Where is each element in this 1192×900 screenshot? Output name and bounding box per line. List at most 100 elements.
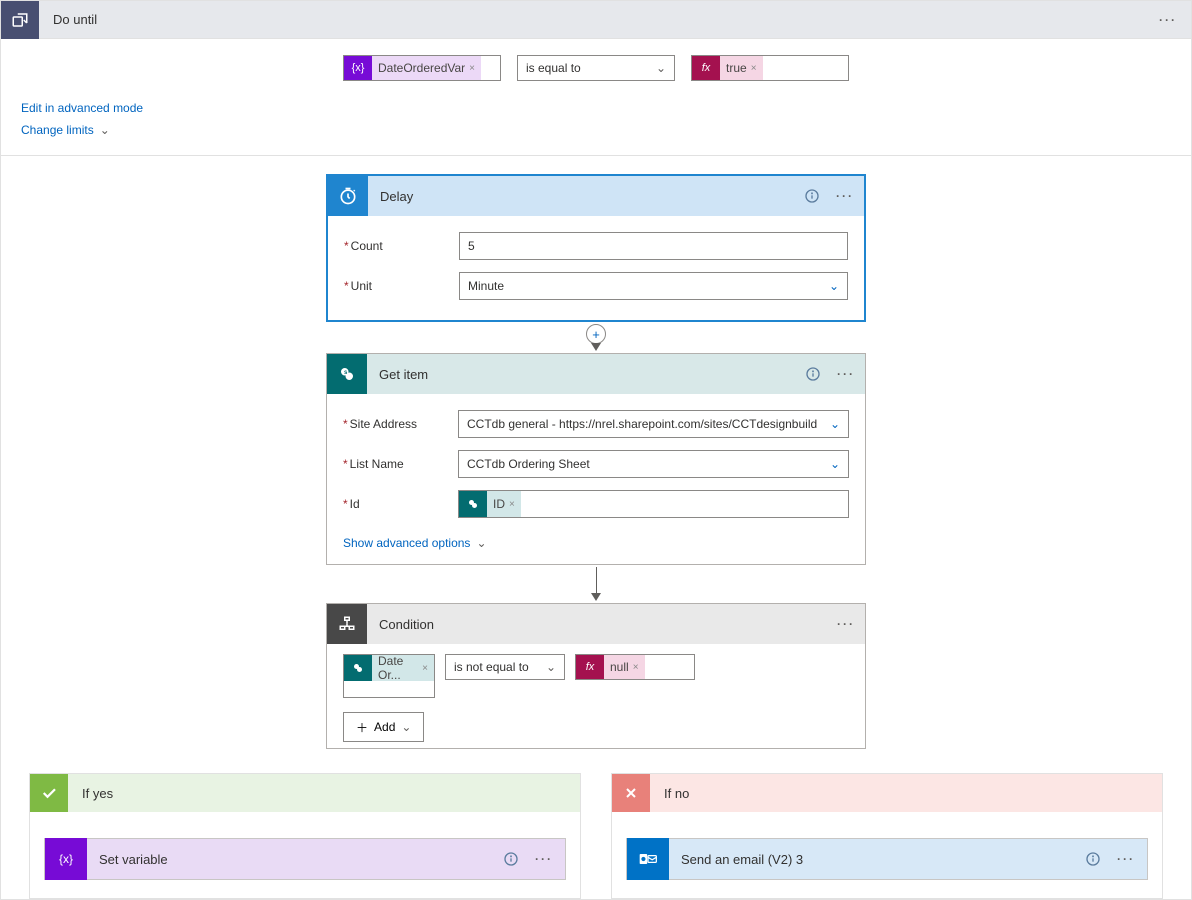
- get-item-card: s Get item ··· *Site Address CCTdb gener…: [326, 353, 866, 565]
- flow-column: Delay ··· *Count 5 *Unit Minute ⌄: [1, 156, 1191, 899]
- set-variable-info-icon[interactable]: [503, 851, 519, 867]
- cond-operator-select[interactable]: is not equal to ⌄: [445, 654, 565, 680]
- arrow-down-icon: [591, 593, 601, 601]
- condition-menu[interactable]: ···: [837, 617, 855, 631]
- get-item-body: *Site Address CCTdb general - https://nr…: [327, 394, 865, 564]
- left-operand-input[interactable]: {x} DateOrderedVar ×: [343, 55, 501, 81]
- condition-icon: [327, 604, 367, 644]
- delay-info-icon[interactable]: [804, 188, 820, 204]
- condition-title: Condition: [379, 617, 434, 632]
- send-email-title: Send an email (V2) 3: [681, 852, 803, 867]
- send-email-info-icon[interactable]: [1085, 851, 1101, 867]
- get-item-title: Get item: [379, 367, 428, 382]
- if-yes-branch: If yes {x} Set variable ···: [29, 773, 581, 899]
- outlook-icon: [627, 838, 669, 880]
- condition-branches: If yes {x} Set variable ···: [1, 749, 1191, 899]
- get-item-menu[interactable]: ···: [837, 367, 855, 381]
- connector-arrow: [591, 565, 601, 603]
- chevron-down-icon: ⌄: [546, 660, 556, 674]
- sharepoint-icon: s: [327, 354, 367, 394]
- if-no-branch: If no Send an email (V2) 3 ···: [611, 773, 1163, 899]
- operator-select[interactable]: is equal to ⌄: [517, 55, 675, 81]
- control-icon: [1, 1, 39, 39]
- chevron-down-icon: ⌄: [656, 61, 666, 75]
- check-icon: [30, 774, 68, 812]
- change-limits-link[interactable]: Change limits ⌄: [21, 123, 1171, 137]
- get-item-info-icon[interactable]: [805, 366, 821, 382]
- if-no-header[interactable]: If no: [612, 774, 1162, 812]
- get-item-header[interactable]: s Get item ···: [327, 354, 865, 394]
- expression-icon: fx: [692, 56, 720, 80]
- if-yes-body: {x} Set variable ···: [30, 812, 580, 898]
- delay-icon: [328, 176, 368, 216]
- operator-text: is equal to: [526, 61, 581, 75]
- chevron-down-icon: ⌄: [100, 123, 110, 137]
- condition-row: Date Or... × is not equal to ⌄ fx null: [343, 654, 849, 698]
- if-no-body: Send an email (V2) 3 ···: [612, 812, 1162, 898]
- add-step-button[interactable]: +: [586, 324, 606, 344]
- cond-left-token: Date Or... ×: [372, 655, 434, 681]
- unit-select[interactable]: Minute ⌄: [459, 272, 848, 300]
- cond-left-operand[interactable]: Date Or... ×: [343, 654, 435, 698]
- do-until-menu[interactable]: ···: [1145, 13, 1191, 27]
- left-operand-text: DateOrderedVar: [378, 61, 465, 75]
- count-label: *Count: [344, 239, 459, 253]
- delay-card: Delay ··· *Count 5 *Unit Minute ⌄: [326, 174, 866, 322]
- remove-left-operand[interactable]: ×: [469, 63, 475, 74]
- remove-right-operand[interactable]: ×: [751, 63, 757, 74]
- site-select[interactable]: CCTdb general - https://nrel.sharepoint.…: [458, 410, 849, 438]
- send-email-action[interactable]: Send an email (V2) 3 ···: [626, 838, 1148, 880]
- chevron-down-icon: ⌄: [830, 417, 840, 431]
- site-label: *Site Address: [343, 417, 458, 431]
- do-until-body: {x} DateOrderedVar × is equal to ⌄ fx tr…: [1, 39, 1191, 156]
- set-variable-menu[interactable]: ···: [535, 852, 553, 866]
- do-until-card: Do until ··· {x} DateOrderedVar × is equ…: [0, 0, 1192, 900]
- close-icon: [612, 774, 650, 812]
- chevron-down-icon: ⌄: [830, 457, 840, 471]
- list-label: *List Name: [343, 457, 458, 471]
- delay-menu[interactable]: ···: [836, 189, 854, 203]
- variable-icon: {x}: [344, 56, 372, 80]
- right-operand-text: true: [726, 61, 747, 75]
- chevron-down-icon: ⌄: [476, 536, 486, 550]
- do-until-condition-row: {x} DateOrderedVar × is equal to ⌄ fx tr…: [21, 55, 1171, 81]
- unit-label: *Unit: [344, 279, 459, 293]
- do-until-header[interactable]: Do until ···: [1, 1, 1191, 39]
- delay-header[interactable]: Delay ···: [328, 176, 864, 216]
- id-label: *Id: [343, 497, 458, 511]
- sharepoint-token-icon: [459, 491, 487, 517]
- remove-cond-left[interactable]: ×: [422, 663, 428, 674]
- id-token: ID ×: [487, 491, 521, 517]
- condition-body: Date Or... × is not equal to ⌄ fx null: [327, 644, 865, 748]
- list-select[interactable]: CCTdb Ordering Sheet ⌄: [458, 450, 849, 478]
- show-advanced-link[interactable]: Show advanced options ⌄: [343, 536, 487, 550]
- remove-cond-right[interactable]: ×: [633, 662, 639, 673]
- id-input[interactable]: ID ×: [458, 490, 849, 518]
- chevron-down-icon: ⌄: [401, 720, 411, 734]
- if-yes-header[interactable]: If yes: [30, 774, 580, 812]
- right-operand-input[interactable]: fx true ×: [691, 55, 849, 81]
- arrow-down-icon: [591, 343, 601, 351]
- cond-right-token: null ×: [604, 655, 645, 679]
- remove-id-token[interactable]: ×: [509, 499, 515, 510]
- if-no-title: If no: [664, 786, 689, 801]
- count-input[interactable]: 5: [459, 232, 848, 260]
- connector-plus: +: [586, 322, 606, 353]
- right-operand-token: true ×: [720, 56, 763, 80]
- do-until-title: Do until: [53, 12, 97, 27]
- if-yes-title: If yes: [82, 786, 113, 801]
- sharepoint-token-icon: [344, 655, 372, 681]
- condition-card: Condition ··· Date Or... ×: [326, 603, 866, 749]
- send-email-menu[interactable]: ···: [1117, 852, 1135, 866]
- set-variable-action[interactable]: {x} Set variable ···: [44, 838, 566, 880]
- left-operand-token: DateOrderedVar ×: [372, 56, 481, 80]
- delay-body: *Count 5 *Unit Minute ⌄: [328, 216, 864, 320]
- add-condition-button[interactable]: ＋ Add ⌄: [343, 712, 424, 742]
- advanced-mode-link[interactable]: Edit in advanced mode: [21, 101, 1171, 115]
- set-variable-title: Set variable: [99, 852, 168, 867]
- plus-icon: ＋: [356, 719, 368, 736]
- delay-title: Delay: [380, 189, 413, 204]
- cond-right-operand[interactable]: fx null ×: [575, 654, 695, 680]
- condition-header[interactable]: Condition ···: [327, 604, 865, 644]
- expression-icon: fx: [576, 655, 604, 679]
